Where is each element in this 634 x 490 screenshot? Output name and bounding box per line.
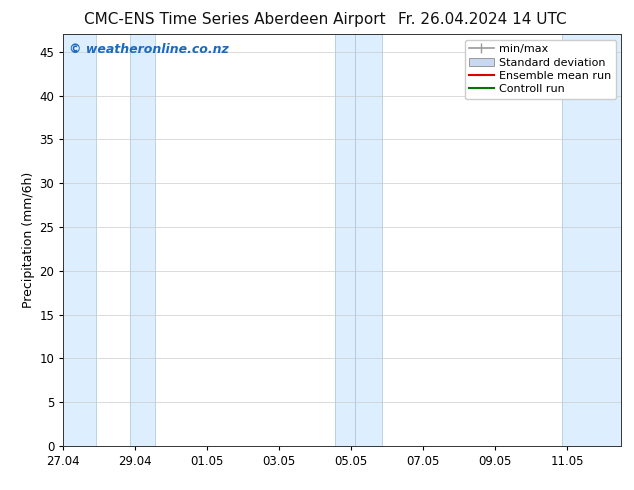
Y-axis label: Precipitation (mm/6h): Precipitation (mm/6h)	[22, 172, 36, 308]
Text: © weatheronline.co.nz: © weatheronline.co.nz	[69, 43, 229, 55]
Bar	[63, 34, 96, 446]
Bar	[355, 34, 382, 446]
Legend: min/max, Standard deviation, Ensemble mean run, Controll run: min/max, Standard deviation, Ensemble me…	[465, 40, 616, 99]
Bar	[335, 34, 355, 446]
Text: CMC-ENS Time Series Aberdeen Airport: CMC-ENS Time Series Aberdeen Airport	[84, 12, 385, 27]
Bar	[130, 34, 155, 446]
Text: Fr. 26.04.2024 14 UTC: Fr. 26.04.2024 14 UTC	[398, 12, 566, 27]
Bar	[562, 34, 621, 446]
